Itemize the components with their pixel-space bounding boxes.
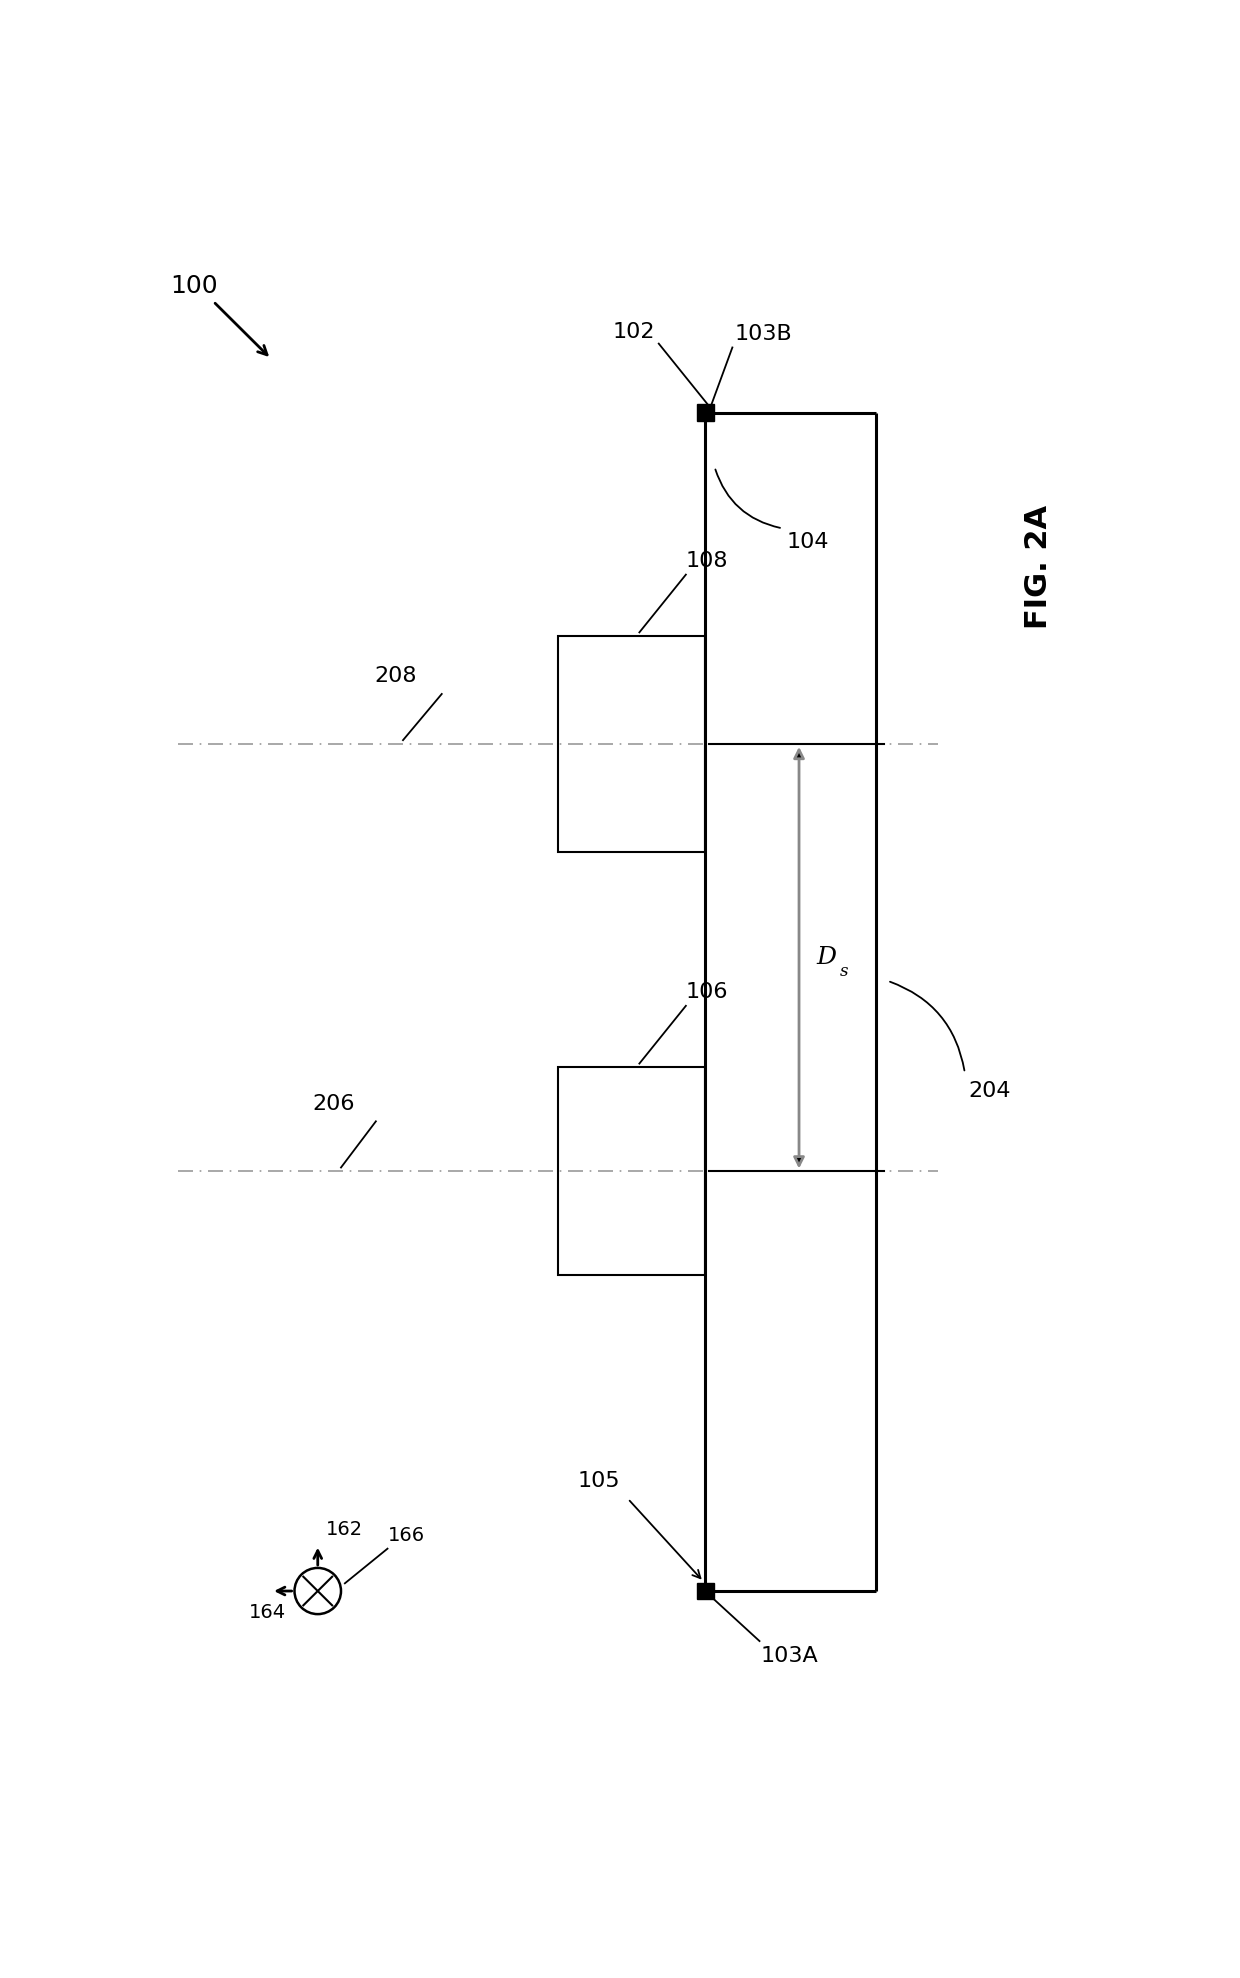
Text: 104: 104	[786, 532, 830, 552]
Bar	[697, 404, 714, 421]
Text: 204: 204	[968, 1080, 1012, 1102]
Text: 162: 162	[325, 1519, 362, 1539]
Text: 103B: 103B	[734, 324, 792, 344]
Text: 106: 106	[686, 981, 728, 1003]
Text: 100: 100	[171, 275, 218, 299]
Text: 103A: 103A	[761, 1646, 818, 1665]
Text: 206: 206	[312, 1094, 355, 1114]
Text: 164: 164	[249, 1602, 286, 1622]
Text: D: D	[816, 945, 836, 969]
Text: 102: 102	[613, 322, 655, 342]
Text: 208: 208	[374, 667, 417, 686]
Bar	[697, 1582, 714, 1600]
Text: s: s	[839, 963, 848, 979]
Text: 108: 108	[686, 550, 728, 572]
Text: 105: 105	[578, 1472, 620, 1491]
Text: FIG. 2A: FIG. 2A	[1024, 504, 1053, 629]
Text: 166: 166	[387, 1525, 424, 1545]
